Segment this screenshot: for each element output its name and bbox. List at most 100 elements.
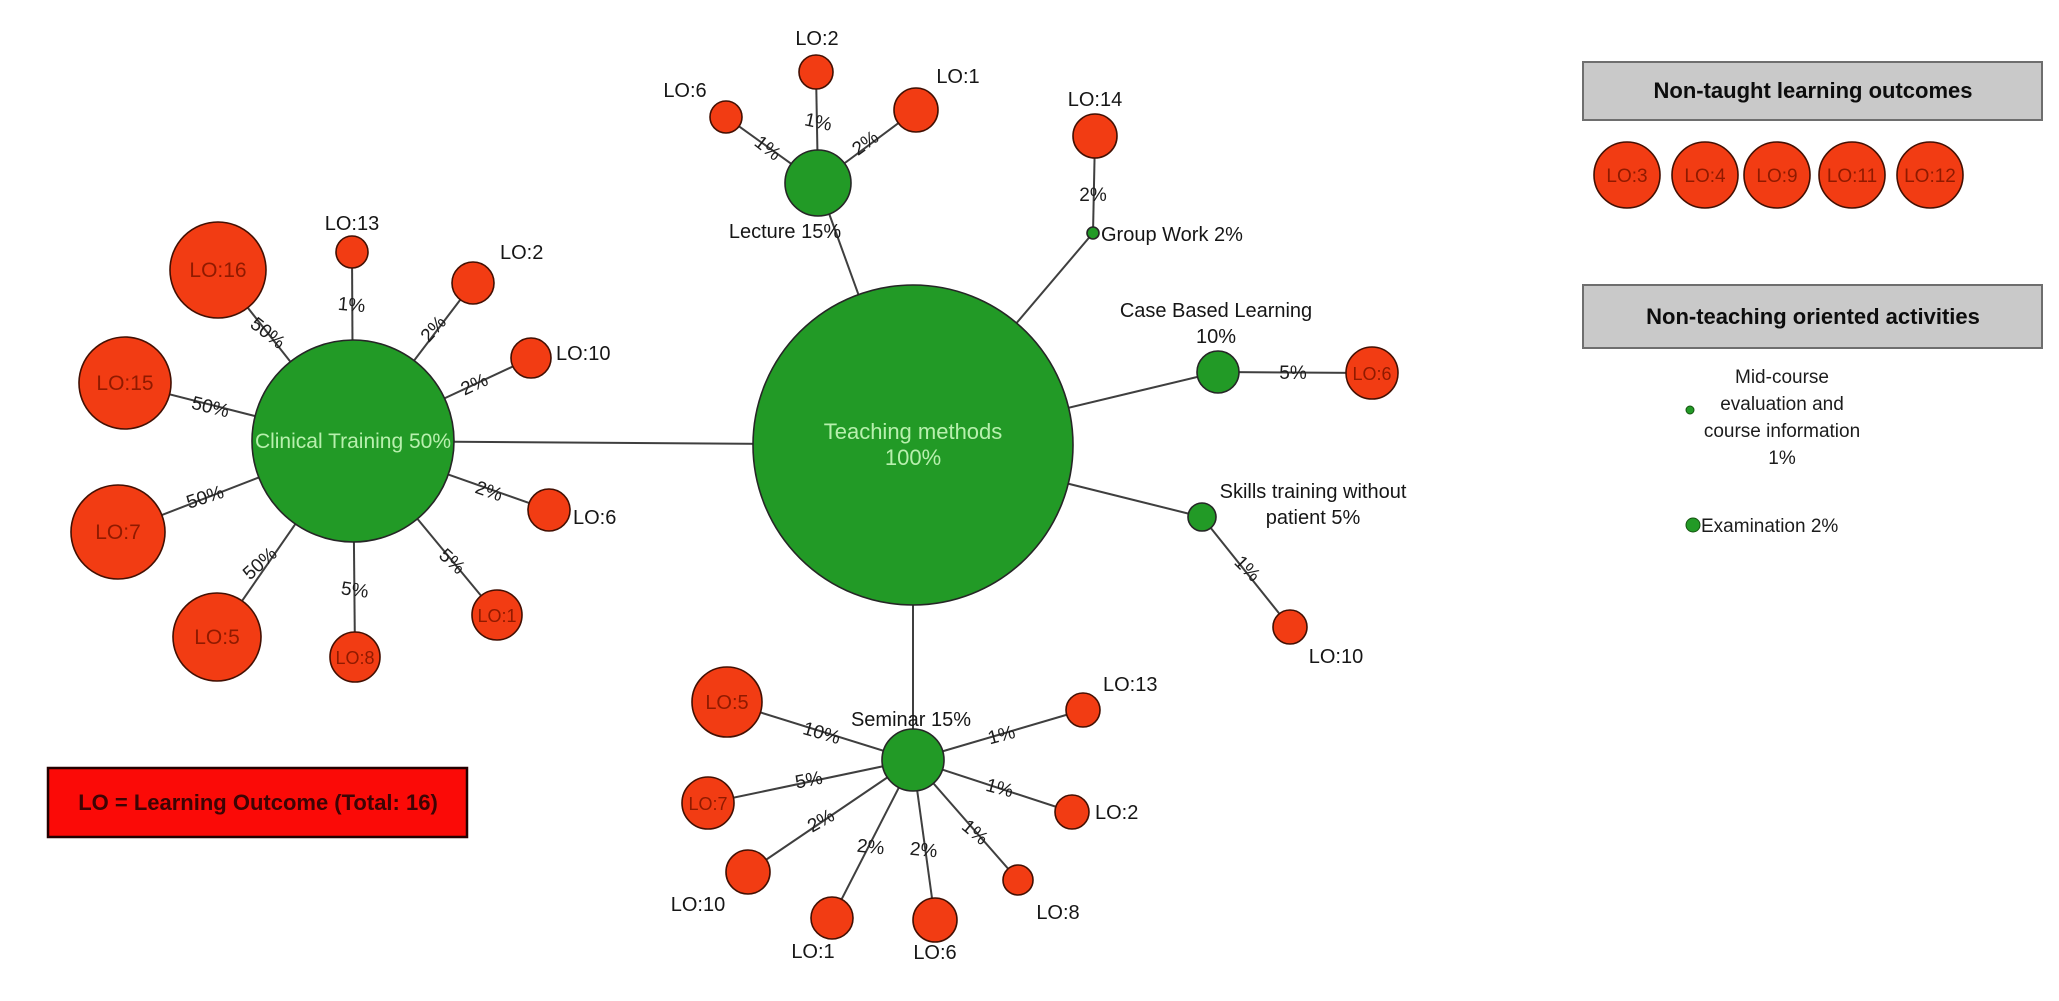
pct-label-seminar-se1: 2%	[856, 836, 886, 860]
edge-seminar-se10	[747, 759, 914, 873]
legend-box	[46, 766, 469, 839]
pct-label-clinical-c8: 5%	[340, 578, 370, 603]
examination-dot	[1685, 517, 1701, 533]
non-taught-label-nt11: LO:11	[1827, 166, 1877, 187]
non-teaching-items: Mid-course evaluation and course informati…	[1685, 367, 1860, 537]
lo-label-c8: LO:8	[335, 648, 374, 668]
lo-node-c15	[78, 336, 172, 430]
lo-node-c1	[471, 589, 523, 641]
method-node-lecture	[784, 149, 852, 217]
method-label-clinical: Clinical Training 50%	[255, 430, 451, 453]
pct-label-clinical-c6: 2%	[472, 477, 505, 506]
pct-label-groupwork-g14: 2%	[1079, 185, 1107, 206]
pct-label-seminar-se10: 2%	[804, 805, 838, 837]
pct-label-clinical-c10: 2%	[458, 370, 492, 401]
lo-node-s10	[1272, 609, 1308, 645]
lo-label-c10: LO:10	[556, 343, 610, 365]
lo-node-se6	[912, 897, 958, 943]
pct-label-seminar-se5: 10%	[800, 718, 842, 749]
lo-label-se13: LO:13	[1103, 674, 1157, 696]
lo-label-cb6: LO:6	[1352, 364, 1391, 384]
lo-node-cb6	[1345, 346, 1399, 400]
method-node-casebased	[1196, 350, 1240, 394]
non-taught-label-nt9: LO:9	[1756, 166, 1797, 187]
method-label-teaching: Teaching methods 100%	[824, 419, 1003, 470]
method-label-lecture: Lecture 15%	[729, 221, 842, 243]
non-taught-label-nt4: LO:4	[1684, 166, 1726, 187]
lo-node-c10	[510, 337, 552, 379]
method-node-seminar	[881, 728, 945, 792]
lo-node-c13	[335, 235, 369, 269]
lo-label-s10: LO:10	[1309, 646, 1363, 668]
lo-label-c2: LO:2	[500, 242, 543, 264]
method-node-clinical	[251, 339, 455, 543]
lo-label-se1: LO:1	[791, 941, 834, 963]
method-label-seminar: Seminar 15%	[851, 709, 971, 731]
lo-label-c13: LO:13	[325, 213, 379, 235]
pct-label-clinical-c15: 50%	[189, 393, 231, 423]
lo-node-l2	[798, 54, 834, 90]
legend: LO = Learning Outcome (Total: 16)	[46, 766, 469, 839]
pct-label-clinical-c5: 50%	[239, 543, 281, 584]
lo-node-se2	[1054, 794, 1090, 830]
edge-skills-s10	[1201, 516, 1291, 628]
pct-label-seminar-se7: 5%	[793, 768, 824, 794]
method-label-skills: Skills training without patient 5%	[1220, 481, 1407, 529]
nodes-layer: Teaching methods 100% Clinical Training 50…	[70, 28, 1407, 964]
method-label-groupwork: Group Work 2%	[1101, 224, 1243, 246]
lo-node-c16	[169, 221, 267, 319]
lo-label-se7: LO:7	[688, 794, 727, 814]
lo-label-c16: LO:16	[189, 259, 246, 282]
lo-label-se8: LO:8	[1036, 902, 1079, 924]
pct-label-seminar-se2: 1%	[983, 775, 1015, 802]
pct-label-clinical-c7: 50%	[184, 482, 227, 514]
non-taught-node-nt12	[1896, 141, 1964, 209]
lo-node-c8	[329, 631, 381, 683]
lo-label-g14: LO:14	[1068, 89, 1122, 111]
lo-node-c2	[451, 261, 495, 305]
non-taught-node-nt4	[1671, 141, 1739, 209]
lo-label-se6: LO:6	[913, 942, 956, 964]
lo-label-l2: LO:2	[795, 28, 838, 50]
lo-node-l1	[893, 87, 939, 133]
lo-node-se7	[681, 776, 735, 830]
pct-label-lecture-l2: 1%	[803, 109, 834, 135]
lo-label-c7: LO:7	[95, 521, 141, 544]
pct-label-seminar-se13: 1%	[986, 722, 1018, 749]
pct-label-casebased-cb6: 5%	[1279, 363, 1307, 384]
lo-label-c15: LO:15	[96, 372, 153, 395]
method-node-teaching	[752, 284, 1074, 606]
lo-node-g14	[1072, 113, 1118, 159]
lo-label-se10: LO:10	[671, 894, 725, 916]
pct-label-clinical-c16: 50%	[246, 314, 289, 354]
lo-label-l1: LO:1	[936, 66, 979, 88]
lo-node-se5	[691, 666, 763, 738]
non-teaching-header-title: Non-teaching oriented activities	[1646, 304, 1980, 329]
non-taught-node-nt9	[1743, 141, 1811, 209]
lo-node-se8	[1002, 864, 1034, 896]
non-taught-node-nt3	[1593, 141, 1661, 209]
lo-node-c6	[527, 488, 571, 532]
pct-label-clinical-c13: 1%	[337, 294, 366, 317]
method-label-casebased: Case Based Learning 10%	[1120, 300, 1312, 348]
method-node-skills	[1187, 502, 1217, 532]
non-taught-label-nt3: LO:3	[1606, 166, 1647, 187]
examination-label: Examination 2%	[1701, 516, 1838, 537]
non-taught-circles: LO:3 LO:4 LO:9 LO:11 LO:12	[1593, 141, 1964, 209]
non-teaching-panel: Non-teaching oriented activities Mid-cou…	[1582, 284, 2043, 537]
legend-text: LO = Learning Outcome (Total: 16)	[78, 790, 438, 815]
non-taught-header-box	[1582, 61, 2043, 121]
non-taught-node-nt11	[1818, 141, 1886, 209]
pct-label-lecture-l1: 2%	[848, 127, 883, 160]
lo-node-l6	[709, 100, 743, 134]
lo-label-c5: LO:5	[194, 626, 240, 649]
mid-course-evaluation-dot	[1685, 405, 1695, 415]
edge-seminar-se7	[707, 759, 914, 804]
non-taught-panel: Non-taught learning outcomes LO:3 LO:4 LO:…	[1582, 61, 2043, 209]
lo-label-c6: LO:6	[573, 507, 616, 529]
lo-label-se5: LO:5	[705, 692, 748, 714]
non-teaching-header-box	[1582, 284, 2043, 349]
mid-course-evaluation-label: Mid-course evaluation and course informati…	[1704, 367, 1860, 469]
